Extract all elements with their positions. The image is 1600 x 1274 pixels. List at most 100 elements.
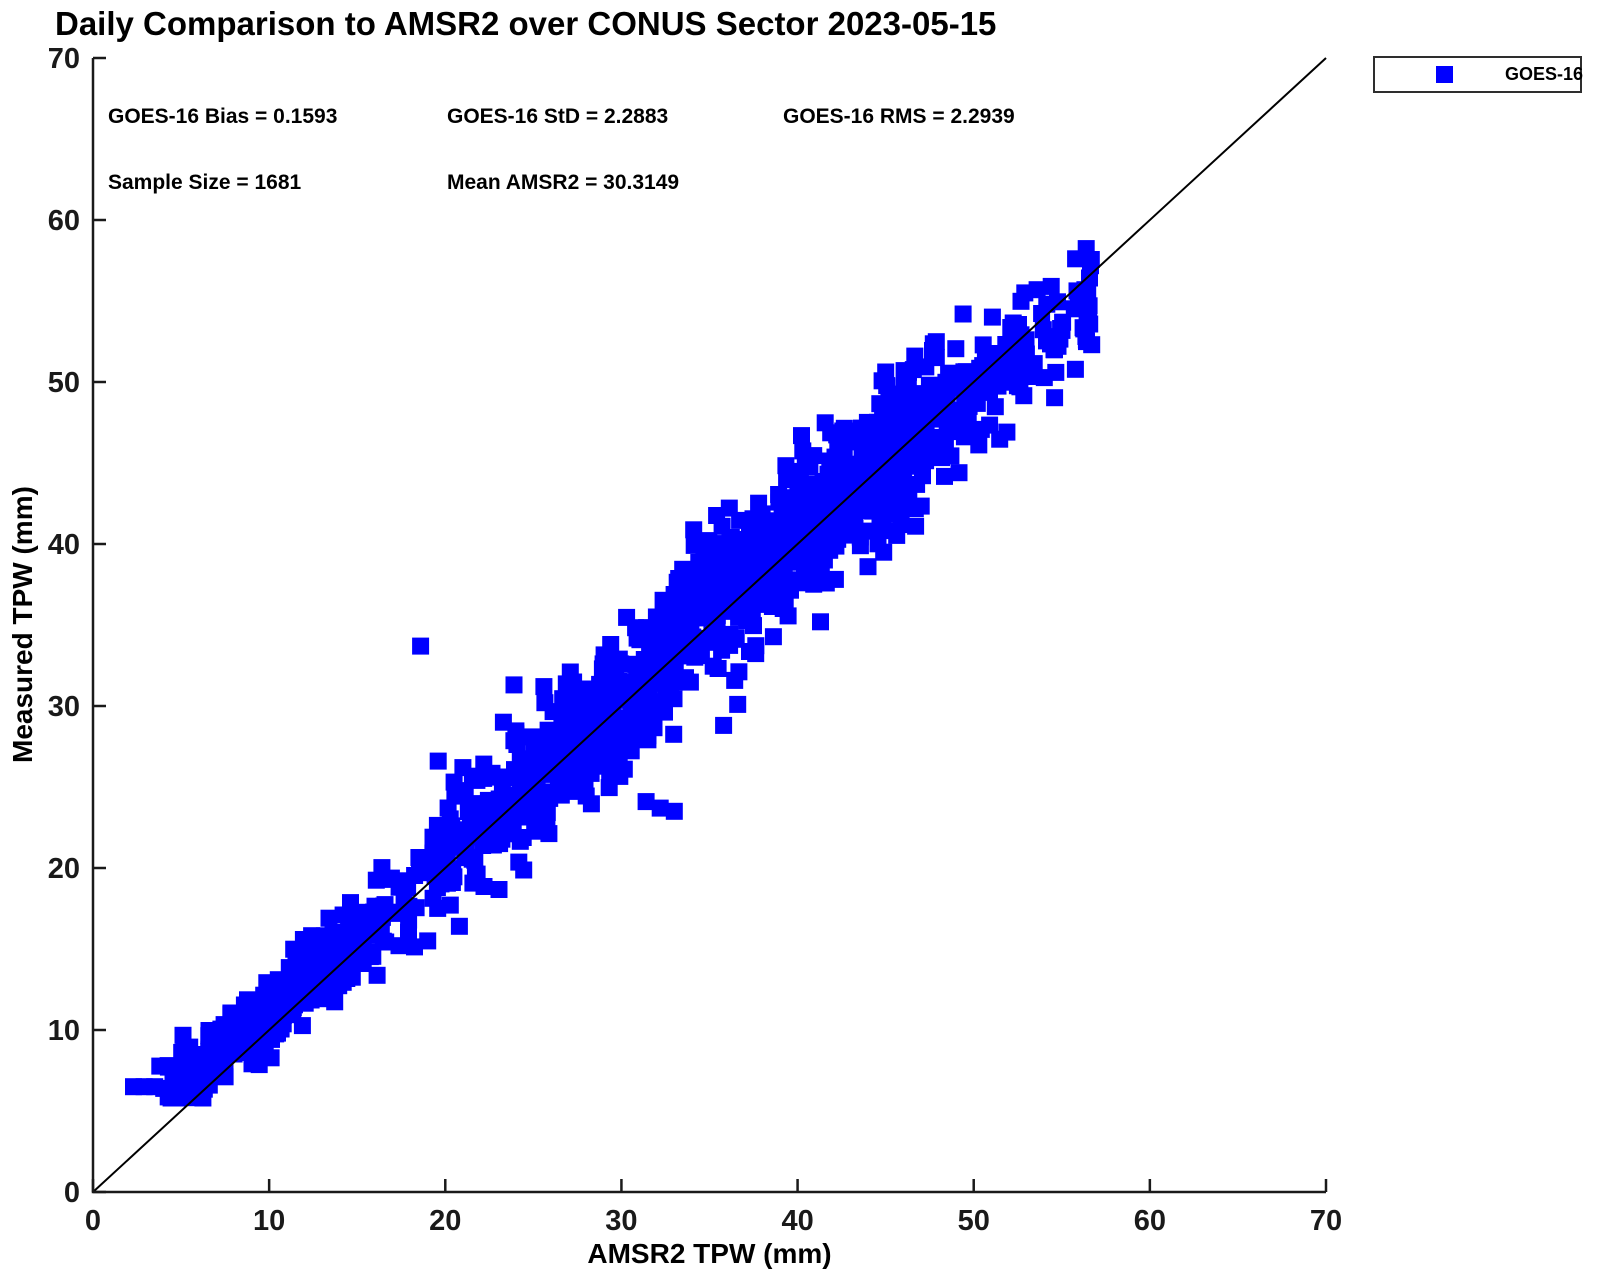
scatter-point	[578, 758, 596, 776]
scatter-point	[1054, 313, 1072, 331]
scatter-point	[685, 536, 703, 554]
scatter-point	[637, 793, 655, 811]
scatter-point	[750, 494, 768, 512]
scatter-point	[625, 674, 643, 692]
scatter-point	[276, 990, 294, 1008]
scatter-point	[432, 875, 450, 893]
stat-std: GOES-16 StD = 2.2883	[447, 105, 669, 128]
scatter-point	[895, 435, 913, 453]
scatter-point	[796, 454, 814, 472]
scatter-point	[935, 405, 953, 423]
scatter-point	[397, 872, 415, 890]
scatter-point	[802, 526, 820, 544]
identity-line	[92, 57, 1327, 1193]
scatter-point	[793, 427, 810, 445]
scatter-point	[641, 698, 659, 716]
scatter-point	[1065, 300, 1083, 318]
scatter-point	[368, 966, 386, 984]
scatter-point	[428, 842, 446, 859]
scatter-point	[965, 390, 983, 408]
scatter-point	[505, 676, 523, 694]
scatter-point	[285, 940, 303, 958]
scatter-point	[367, 871, 385, 889]
scatter-point	[954, 403, 972, 421]
scatter-point	[146, 1078, 164, 1096]
scatter-point	[900, 449, 918, 466]
scatter-point	[511, 832, 529, 850]
scatter-point	[707, 625, 725, 643]
scatter-point	[681, 619, 698, 637]
scatter-point	[441, 810, 459, 828]
scatter-point	[789, 486, 807, 504]
x-tick-label: 60	[1134, 1205, 1166, 1237]
scatter-point	[970, 436, 988, 454]
scatter-point	[822, 424, 840, 442]
scatter-point	[826, 448, 844, 466]
scatter-point	[721, 625, 739, 643]
scatter-point	[466, 865, 484, 883]
scatter-point	[975, 370, 993, 388]
scatter-point	[490, 881, 508, 898]
scatter-point	[604, 687, 622, 705]
scatter-point	[615, 760, 633, 778]
scatter-point	[715, 716, 733, 734]
x-tick-label: 50	[958, 1205, 990, 1237]
scatter-point	[650, 613, 668, 631]
scatter-point	[1008, 377, 1026, 395]
scatter-point	[950, 464, 968, 482]
scatter-point	[227, 1037, 245, 1055]
scatter-point	[350, 943, 368, 961]
scatter-point	[626, 714, 644, 732]
scatter-point	[900, 363, 917, 381]
scatter-point	[429, 752, 447, 770]
scatter-point	[947, 340, 965, 358]
scatter-point	[228, 1018, 246, 1036]
scatter-point	[515, 861, 533, 879]
scatter-point	[651, 799, 669, 817]
scatter-point	[946, 379, 964, 397]
scatter-point	[1082, 251, 1100, 268]
scatter-point	[348, 927, 366, 945]
scatter-point	[786, 513, 804, 531]
scatter-point	[304, 935, 322, 953]
scatter-point	[859, 558, 877, 576]
scatter-point	[524, 728, 542, 746]
scatter-point	[735, 604, 753, 622]
scatter-point	[582, 795, 600, 813]
scatter-point	[587, 724, 605, 742]
scatter-point	[812, 613, 829, 631]
scatter-point	[915, 435, 933, 453]
scatter-point	[997, 336, 1015, 353]
scatter-point	[187, 1069, 205, 1087]
legend-box: GOES-16	[1373, 56, 1583, 93]
scatter-point	[600, 779, 618, 797]
y-tick-label: 60	[48, 205, 80, 237]
scatter-point	[851, 537, 869, 555]
scatter-point	[313, 970, 331, 988]
scatter-point	[940, 364, 958, 382]
scatter-point	[495, 825, 512, 843]
scatter-point	[813, 501, 831, 519]
y-tick-label: 50	[48, 367, 80, 399]
scatter-point	[998, 423, 1016, 441]
scatter-point	[1025, 355, 1043, 373]
scatter-point	[927, 349, 945, 367]
x-tick-label: 20	[429, 1205, 461, 1237]
stat-bias: GOES-16 Bias = 0.1593	[108, 105, 338, 128]
y-axis-label: Measured TPW (mm)	[7, 486, 38, 764]
scatter-point	[741, 643, 758, 660]
scatter-point	[390, 937, 408, 955]
y-tick-label: 40	[48, 529, 80, 561]
scatter-point	[774, 600, 792, 617]
scatter-point	[554, 690, 572, 708]
scatter-point	[934, 431, 952, 448]
scatter-point	[166, 1086, 184, 1104]
legend-marker-goes16-icon	[1436, 66, 1453, 83]
chart-title: Daily Comparison to AMSR2 over CONUS Sec…	[55, 5, 997, 42]
scatter-point	[551, 784, 569, 802]
scatter-point	[406, 938, 423, 956]
scatter-point	[775, 537, 793, 555]
scatter-point	[906, 347, 924, 365]
